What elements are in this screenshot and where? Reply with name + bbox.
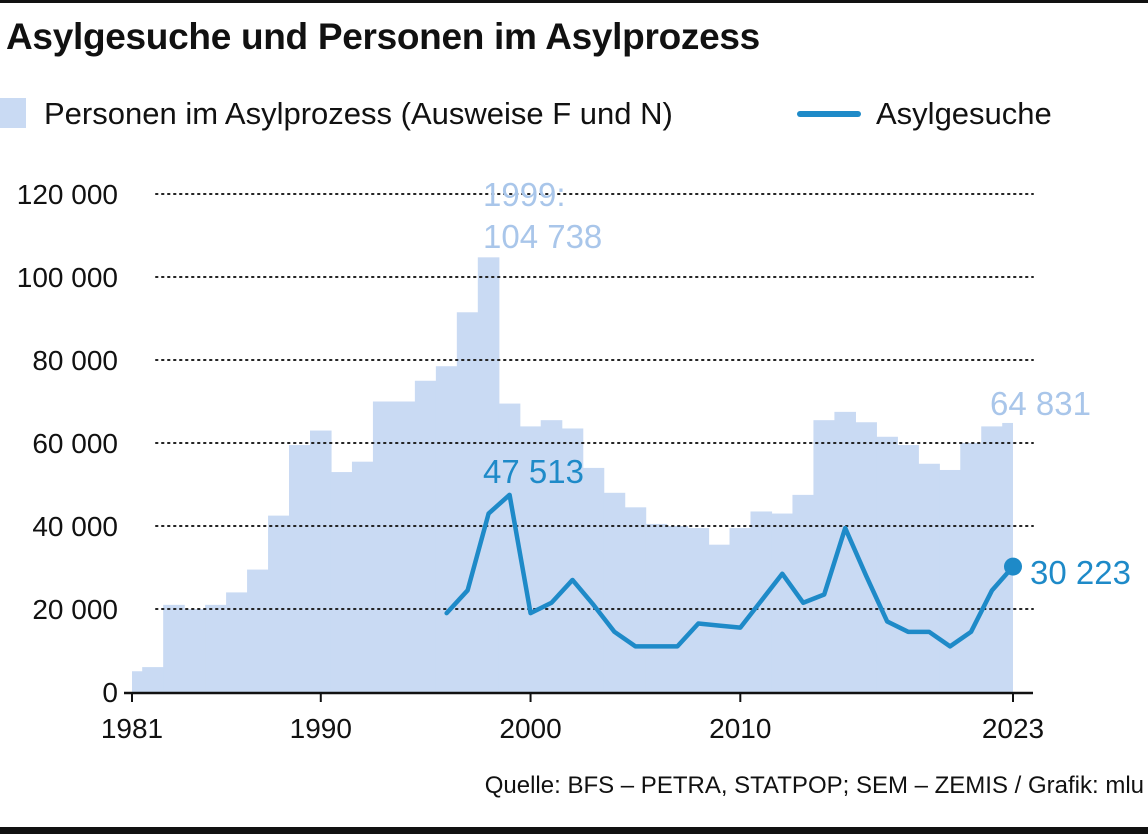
area-bar-2023 [1002,422,1013,692]
annotation-line-last-value: 30 223 [1030,554,1131,591]
area-bar-2015 [834,411,856,692]
area-bar-2013 [792,494,815,692]
y-tick-label-60000: 60 000 [32,428,118,459]
area-bar-1991 [330,472,353,692]
x-tick-label-2010: 2010 [709,713,771,744]
x-tick-label-1990: 1990 [290,713,352,744]
area-bar-2003 [582,467,605,692]
area-bar-2017 [876,436,898,692]
area-bar-2004 [603,492,626,692]
area-bar-1997 [456,312,479,692]
area-bar-2002 [561,428,584,692]
source-note: Quelle: BFS – PETRA, STATPOP; SEM – ZEMI… [484,772,1144,799]
area-bar-1981 [132,671,143,692]
line-end-point [1004,557,1022,576]
area-bar-2000 [519,426,542,692]
annotation-area-last-value: 64 831 [990,385,1091,422]
line-asylgesuche [444,492,1016,649]
area-bar-2022 [981,426,1003,692]
area-bar-1992 [351,461,374,692]
chart-title: Asylgesuche und Personen im Asylprozess [6,16,760,57]
area-bar-1989 [289,445,311,692]
y-tick-label-100000: 100 000 [17,262,118,293]
area-bar-1982 [142,667,164,692]
x-tick-label-2000: 2000 [499,713,561,744]
y-tick-label-0: 0 [102,677,118,708]
x-tick-label-1981: 1981 [101,713,163,744]
area-bar-2005 [624,507,647,692]
y-tick-label-20000: 20 000 [32,594,118,625]
area-bar-1996 [435,366,458,692]
legend-area-swatch [0,98,26,128]
area-bar-2014 [813,420,836,692]
y-tick-label-120000: 120 000 [17,179,118,210]
y-tick-label-40000: 40 000 [32,511,118,542]
area-bar-2009 [708,544,731,692]
area-bar-1983 [163,604,185,692]
area-bar-2008 [687,528,710,692]
area-bar-1995 [414,380,437,692]
legend-line-swatch [797,111,861,117]
y-tick-label-80000: 80 000 [32,345,118,376]
area-bar-1993 [372,401,395,692]
area-bar-1990 [309,430,332,692]
area-bar-1998 [477,257,500,692]
area-bar-2020 [939,469,961,692]
area-bar-2016 [855,422,877,692]
area-bar-2021 [960,443,982,692]
legend-line-label: Asylgesuche [876,96,1052,131]
annotation-peak-label-year: 1999: [483,176,566,213]
annotation-line-peak-value: 47 513 [483,453,584,490]
area-bar-2010 [729,528,752,692]
area-bar-2001 [540,420,563,692]
area-bar-1999 [498,403,521,692]
annotation-peak-label-value: 104 738 [483,218,602,255]
top-rule [0,0,1148,3]
area-bar-1988 [268,515,290,692]
area-bar-1984 [184,609,206,692]
x-tick-label-2023: 2023 [982,713,1044,744]
area-bar-1987 [247,569,269,692]
area-bar-2019 [918,463,940,692]
bottom-rule [0,827,1148,834]
area-bar-1994 [393,401,416,692]
area-bar-1986 [226,592,248,692]
legend-area-label: Personen im Asylprozess (Ausweise F und … [44,96,673,131]
area-bar-2012 [771,513,794,692]
area-bar-1985 [205,604,227,692]
area-bar-2018 [897,445,919,692]
area-bar-2006 [645,523,668,692]
